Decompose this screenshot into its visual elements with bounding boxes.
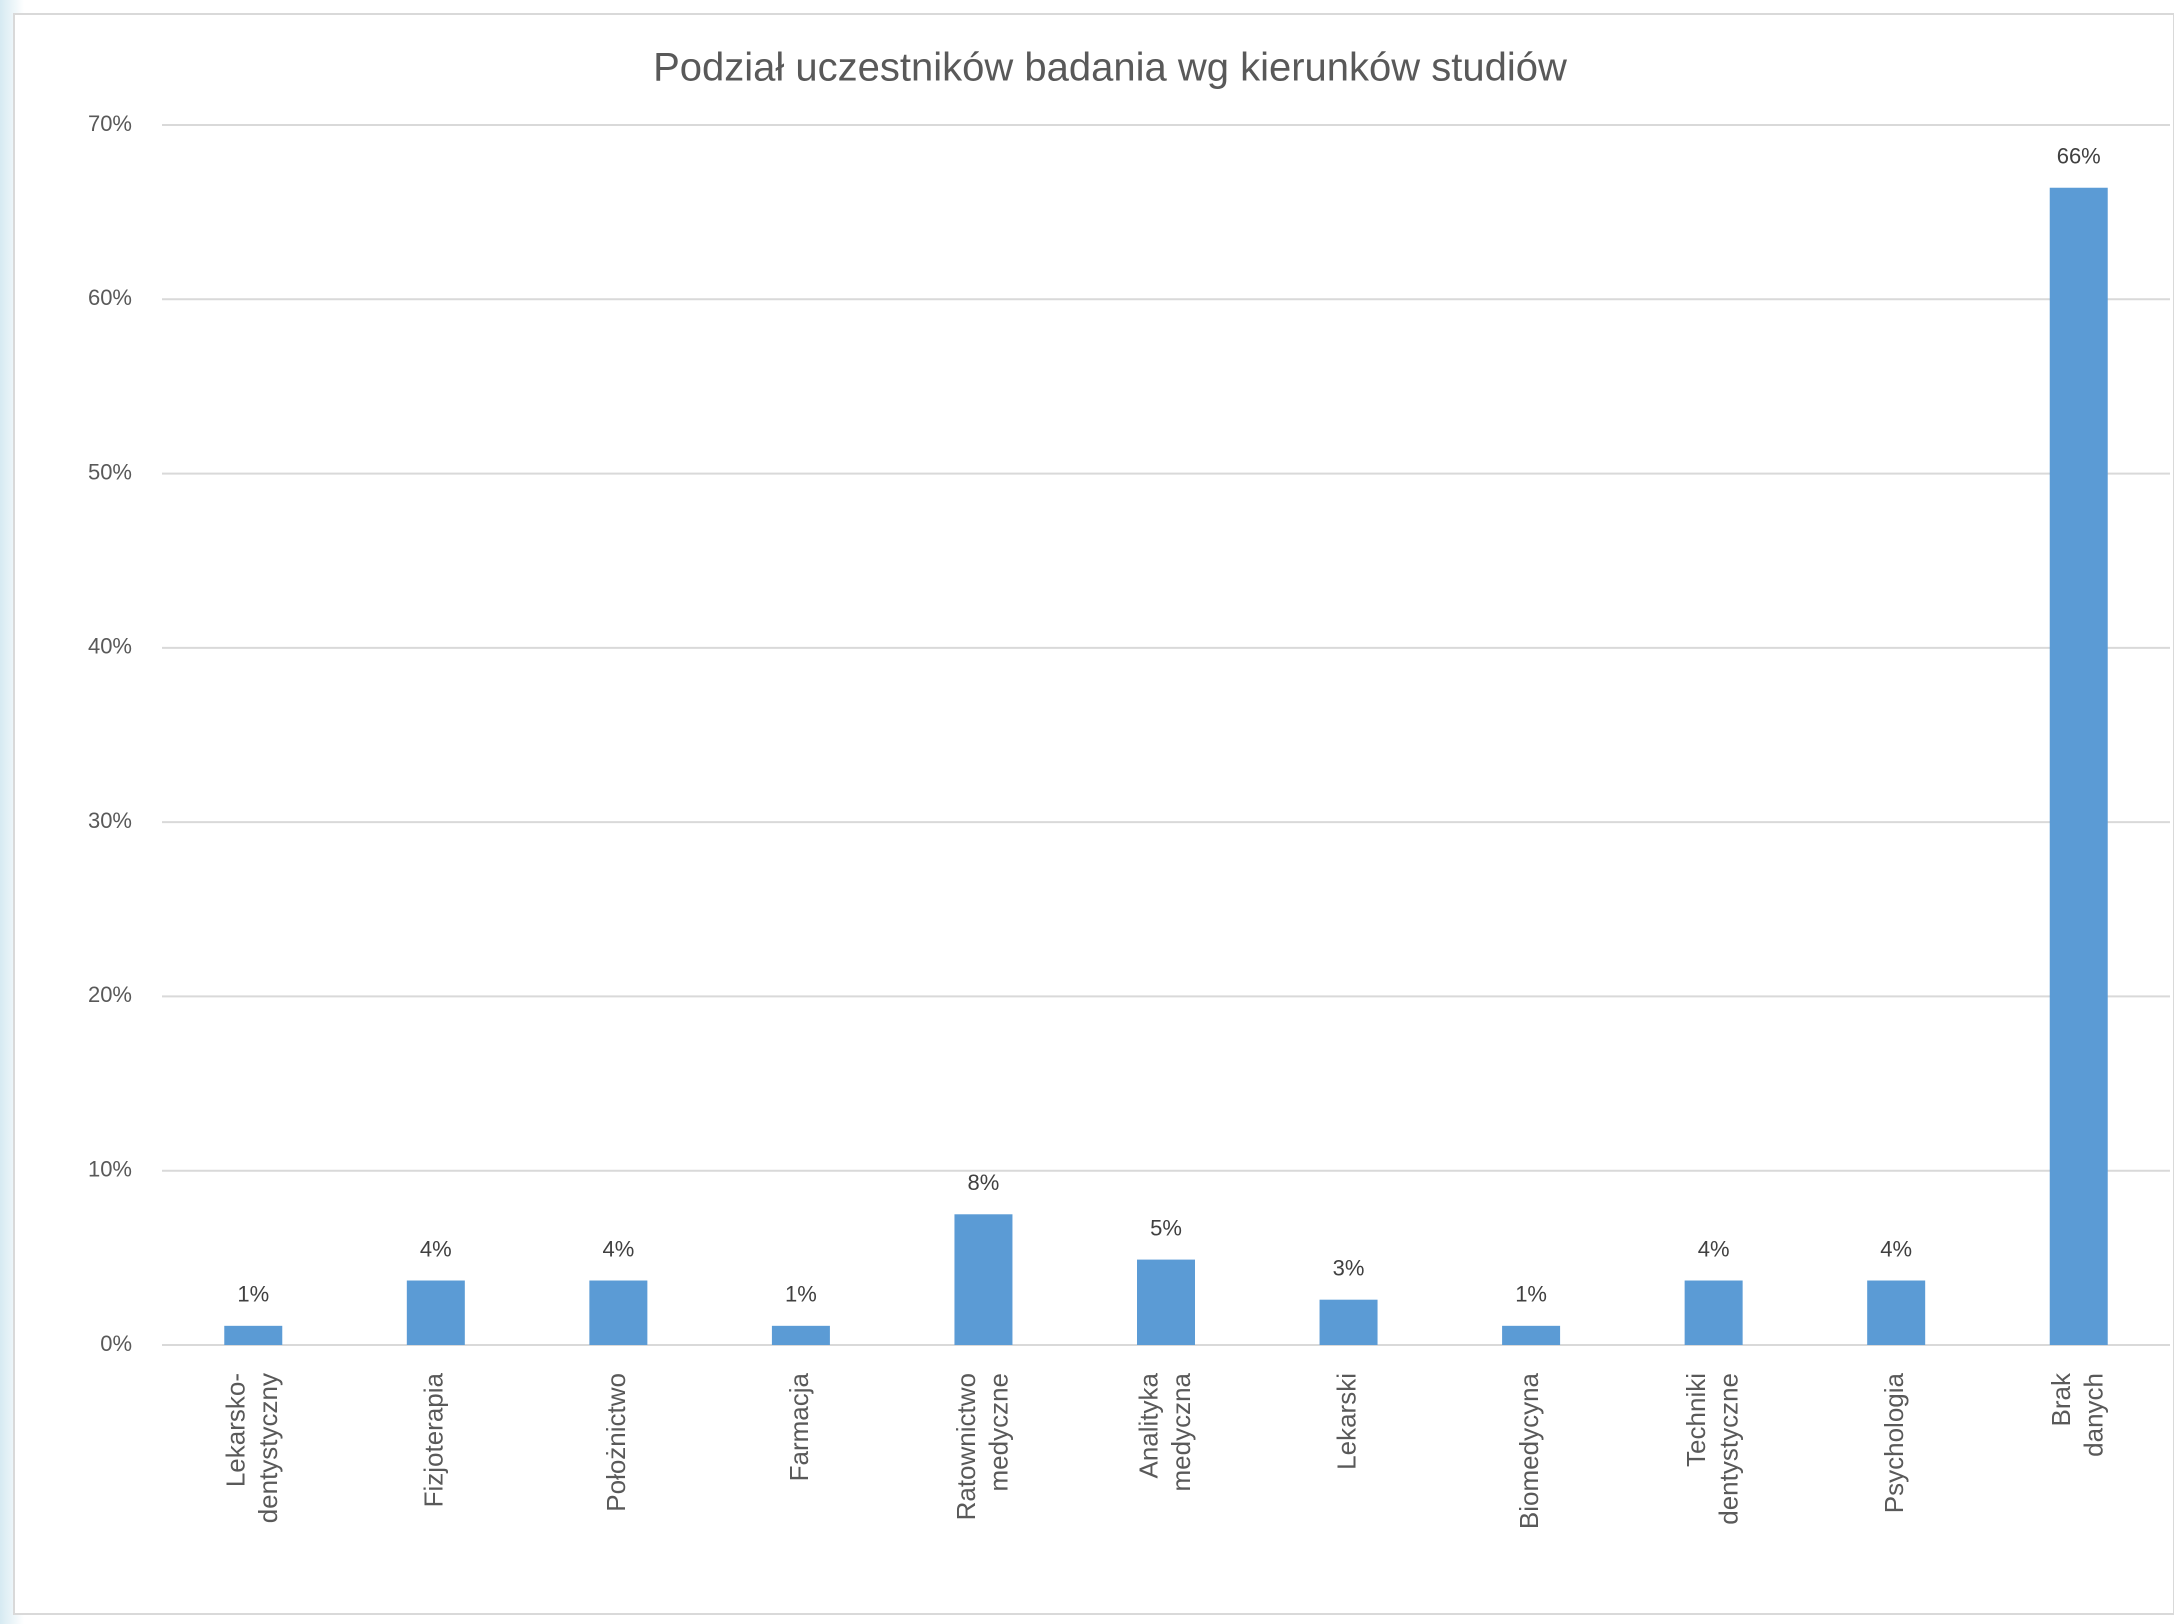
y-tick-label: 60% <box>88 285 132 310</box>
bar <box>406 1280 465 1345</box>
y-tick-label: 10% <box>88 1157 132 1182</box>
bar <box>589 1280 648 1345</box>
value-label: 3% <box>1333 1255 1365 1280</box>
bar <box>771 1325 830 1345</box>
x-tick-label: Fizjoterapia <box>419 1372 449 1507</box>
value-label: 4% <box>1698 1236 1730 1261</box>
x-tick-label: Lekarski <box>1331 1373 1361 1470</box>
y-tick-label: 30% <box>88 808 132 833</box>
y-tick-label: 20% <box>88 982 132 1007</box>
y-tick-label: 0% <box>100 1331 132 1356</box>
y-tick-label: 70% <box>88 111 132 136</box>
x-tick-label: Brak danych <box>2046 1372 2108 1464</box>
bar <box>1319 1299 1378 1345</box>
bar <box>1684 1280 1743 1345</box>
y-tick-label: 50% <box>88 459 132 484</box>
bar <box>1137 1259 1195 1345</box>
value-label: 8% <box>968 1170 1000 1195</box>
bar <box>224 1325 283 1345</box>
x-tick-label: Położnictwo <box>601 1373 631 1512</box>
value-label: 4% <box>1880 1236 1912 1261</box>
value-label: 4% <box>420 1236 452 1261</box>
x-tick-label: Analityka medyczna <box>1133 1372 1196 1498</box>
x-tick-label: Lekarsko-dentystyczny <box>221 1373 284 1523</box>
chart-area <box>13 13 2174 1615</box>
bar <box>954 1214 1013 1345</box>
value-label: 1% <box>1515 1282 1547 1307</box>
value-label: 5% <box>1150 1215 1182 1240</box>
x-tick-label: Farmacja <box>784 1372 814 1481</box>
bar <box>1502 1325 1561 1345</box>
x-tick-label: Techniki dentystyczne <box>1681 1373 1744 1532</box>
value-label: 1% <box>785 1282 817 1307</box>
value-label: 66% <box>2057 144 2101 169</box>
y-tick-label: 40% <box>88 634 132 659</box>
bar <box>1867 1280 1926 1345</box>
value-label: 1% <box>237 1282 269 1307</box>
x-tick-label: Psychologia <box>1879 1372 1909 1513</box>
value-label: 4% <box>602 1236 634 1261</box>
chart-title: Podział uczestników badania wg kierunków… <box>653 46 1567 90</box>
x-tick-label: Biomedycyna <box>1514 1372 1544 1529</box>
bar <box>2049 187 2108 1345</box>
x-tick-label: Ratownictwo medyczne <box>951 1373 1014 1520</box>
